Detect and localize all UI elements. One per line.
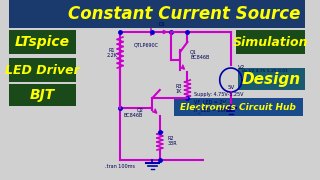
- FancyBboxPatch shape: [174, 98, 303, 116]
- Text: R3
1K: R3 1K: [176, 84, 182, 94]
- Text: QTLP690C: QTLP690C: [133, 42, 158, 48]
- Text: Q2
BC846B: Q2 BC846B: [124, 108, 143, 118]
- Text: BJT: BJT: [30, 88, 55, 102]
- Text: Design: Design: [242, 71, 301, 87]
- Text: Supply: 4.75V-5.25V
VF_LED = 2V
IF_LED = 20mA: Supply: 4.75V-5.25V VF_LED = 2V IF_LED =…: [194, 92, 244, 113]
- FancyBboxPatch shape: [238, 68, 305, 90]
- Text: V2: V2: [238, 64, 245, 69]
- FancyBboxPatch shape: [10, 84, 76, 106]
- Text: dc V2 4.75 5.25 0.01: dc V2 4.75 5.25 0.01: [242, 69, 288, 73]
- Text: Simulation: Simulation: [233, 35, 308, 48]
- Text: D1: D1: [158, 22, 165, 27]
- Text: 5V: 5V: [227, 84, 235, 89]
- Text: LED Driver: LED Driver: [5, 64, 80, 76]
- FancyBboxPatch shape: [10, 30, 76, 54]
- Text: LTspice: LTspice: [15, 35, 70, 49]
- Text: R1
2.2K: R1 2.2K: [106, 48, 117, 58]
- FancyBboxPatch shape: [10, 58, 76, 82]
- Text: Constant Current Source: Constant Current Source: [68, 5, 301, 23]
- FancyBboxPatch shape: [236, 30, 305, 54]
- Text: Electronics Circuit Hub: Electronics Circuit Hub: [180, 102, 296, 111]
- Text: Q1
BC846B: Q1 BC846B: [190, 50, 210, 60]
- Text: R2
33R: R2 33R: [167, 136, 177, 146]
- FancyBboxPatch shape: [10, 0, 305, 28]
- Text: .tran 100ms: .tran 100ms: [105, 163, 135, 168]
